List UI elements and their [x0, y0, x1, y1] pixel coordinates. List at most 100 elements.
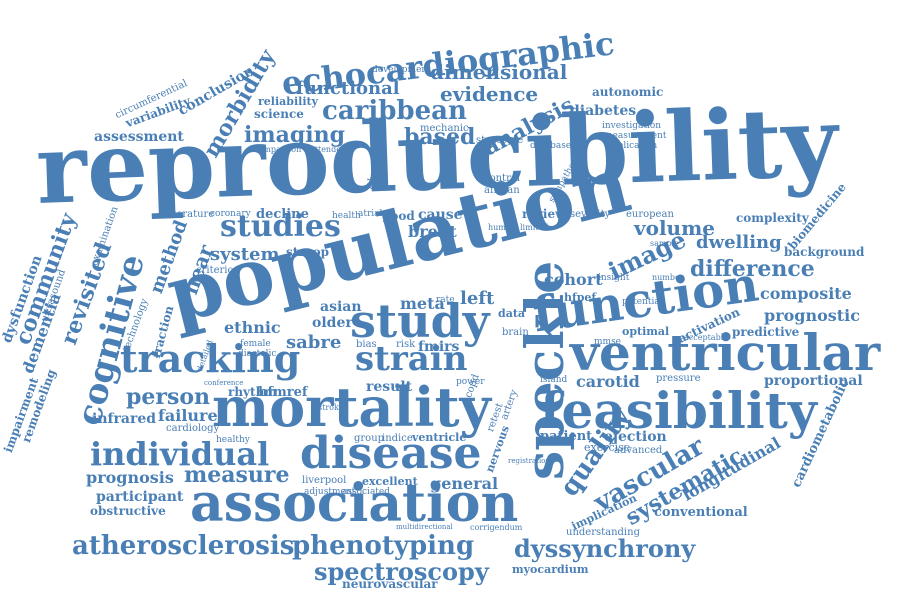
word-european: european	[626, 209, 674, 220]
word-optimal: optimal	[622, 325, 670, 338]
word-complexity: complexity	[736, 211, 809, 225]
word-prognosis: prognosis	[86, 468, 174, 487]
word-mortality: mortality	[212, 375, 491, 439]
word-cause: cause	[418, 207, 463, 223]
word-obstructive: obstructive	[90, 504, 166, 518]
word-hfmref: hfmref	[258, 385, 308, 400]
word-associated: associated	[342, 487, 391, 497]
word-reliability: reliability	[258, 95, 318, 108]
word-brain: brain	[502, 327, 529, 338]
word-study: study	[350, 294, 490, 348]
word-sample: sample	[650, 239, 679, 248]
word-phenotyping: phenotyping	[292, 531, 475, 561]
word-rate: rate	[436, 295, 455, 305]
word-carotid: carotid	[576, 372, 640, 391]
word-registration: registration	[508, 457, 550, 465]
word-failure: failure	[158, 406, 218, 425]
word-dimensional: dimensional	[430, 60, 568, 84]
word-risk: risk	[396, 339, 416, 350]
word-person: person	[126, 384, 211, 410]
word-data: data	[498, 307, 526, 320]
word-caribbean: caribbean	[322, 96, 467, 126]
word-cardiology: cardiology	[166, 423, 220, 434]
word-power: power	[456, 377, 485, 387]
word-general: general	[430, 474, 499, 493]
word-difference: difference	[690, 256, 815, 282]
word-african: african	[484, 185, 520, 196]
word-ventricular: ventricular	[570, 323, 881, 382]
word-older: older	[312, 315, 353, 331]
word-meta: meta	[400, 294, 445, 313]
word-fmirs: fmirs	[418, 339, 460, 355]
word-diabetes: diabetes	[570, 103, 637, 119]
word-proportional: proportional	[764, 373, 863, 389]
word-measure: measure	[184, 462, 290, 488]
word-participant: participant	[96, 489, 184, 505]
word-studies: studies	[220, 209, 341, 244]
word-predictive: predictive	[732, 325, 800, 339]
word-hfpef: hfpef	[564, 291, 597, 304]
word-good: good	[382, 209, 415, 223]
word-atrial: atrial	[358, 209, 383, 219]
word-functional: functional	[296, 78, 400, 99]
word-insight: insight	[598, 273, 630, 283]
word-indice: indice	[382, 433, 413, 444]
word-bias: bias	[356, 339, 377, 350]
word-potential: potential	[622, 297, 663, 307]
word-evidence: evidence	[440, 82, 539, 106]
word-advanced: advanced	[614, 445, 663, 456]
word-strain: strain	[355, 339, 468, 379]
word-healthy: healthy	[216, 435, 250, 445]
word-control: control	[484, 173, 521, 184]
word-diastolic: diastolic	[238, 349, 277, 359]
word-imaging: imaging	[244, 122, 346, 148]
word-science: science	[254, 107, 304, 121]
word-rhythm: rhythm	[228, 385, 277, 399]
word-health: health	[332, 211, 361, 221]
word-excellent: excellent	[362, 475, 418, 488]
word-adjustment: adjustment	[304, 487, 356, 497]
word-based: based	[404, 124, 476, 150]
word-infrared: infrared	[92, 411, 157, 427]
word-mmse: mmse	[594, 337, 622, 347]
word-attendee: attendee	[310, 145, 346, 154]
word-volume: volume	[634, 216, 715, 240]
word-disease: disease	[300, 428, 482, 479]
word-ethnic: ethnic	[224, 318, 281, 337]
word-ventricle: ventricle	[412, 431, 467, 444]
word-background: background	[784, 245, 865, 259]
word-group: group	[354, 433, 385, 444]
word-stroop: stroop	[286, 245, 330, 259]
word-coronary: coronary	[210, 209, 251, 219]
word-system: system	[210, 244, 280, 265]
word-exercise: exercise	[584, 441, 631, 454]
word-stroke: stroke	[318, 403, 344, 412]
word-sabre: sabre	[286, 332, 342, 353]
word-brent: brent	[408, 222, 457, 241]
word-liverpool: liverpool	[302, 475, 347, 486]
word-acceptable: acceptable	[684, 333, 728, 342]
word-pressure: pressure	[656, 373, 701, 384]
word-comparison: comparison	[254, 145, 302, 154]
word-criterion: criterion	[196, 265, 240, 276]
word-understanding: understanding	[566, 527, 640, 538]
word-tracking: tracking	[120, 336, 301, 381]
word-literature: literature	[166, 209, 215, 220]
word-island: island	[540, 375, 568, 385]
word-review: review	[522, 207, 566, 221]
word-patient: patient	[540, 429, 593, 444]
word-investigation: investigation	[602, 121, 662, 131]
word-spectroscopy: spectroscopy	[314, 557, 489, 586]
word-dwelling: dwelling	[696, 232, 782, 253]
word-assessment: assessment	[94, 129, 184, 145]
word-atherosclerosis: atherosclerosis	[72, 531, 295, 561]
word-asian: asian	[320, 299, 362, 315]
word-mechanic: mechanic	[420, 123, 469, 134]
word-corrigendum: corrigendum	[470, 523, 523, 532]
word-association: association	[190, 473, 519, 534]
word-conventional: conventional	[654, 505, 748, 520]
word-composite: composite	[760, 284, 852, 303]
word-measurement: measurement	[604, 131, 667, 141]
word-female: female	[240, 339, 271, 349]
